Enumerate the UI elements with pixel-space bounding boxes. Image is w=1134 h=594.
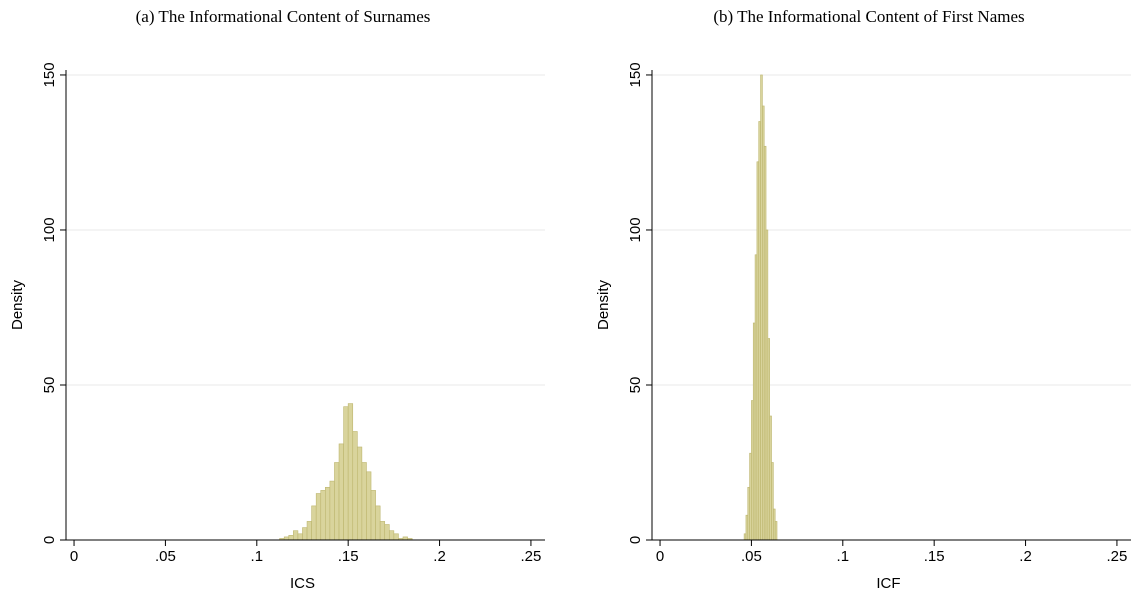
histogram-bar (329, 480, 335, 541)
histogram-bar (288, 535, 294, 541)
histogram-bar (388, 530, 395, 541)
y-tick-label: 100 (627, 217, 644, 242)
histogram-bar (302, 527, 308, 541)
histogram-bar (306, 521, 312, 541)
histogram-bar (379, 521, 386, 541)
x-tick-label: .2 (433, 548, 446, 565)
chart-title: (a) The Informational Content of Surname… (136, 7, 431, 26)
histogram-bar (774, 521, 778, 541)
x-tick-label: .25 (1106, 548, 1127, 565)
histogram-bar (366, 471, 372, 541)
x-tick-label: .2 (1019, 548, 1032, 565)
y-tick-label: 0 (627, 536, 644, 544)
y-tick-label: 50 (41, 377, 58, 394)
histogram-bar (352, 431, 358, 541)
x-tick-label: 0 (70, 548, 78, 565)
x-tick-label: .25 (520, 548, 541, 565)
histogram-bar (338, 443, 344, 541)
histogram-bar (297, 533, 303, 541)
y-tick-label: 150 (41, 62, 58, 87)
histogram-bar (375, 505, 381, 541)
histogram-bar (357, 446, 363, 541)
histogram-bar (334, 462, 340, 541)
y-tick-label: 100 (41, 217, 58, 242)
x-tick-label: .1 (251, 548, 264, 565)
y-tick-label: 0 (41, 536, 58, 544)
x-tick-label: .15 (338, 548, 359, 565)
histogram-bar (325, 486, 331, 541)
y-tick-label: 150 (627, 62, 644, 87)
histogram-bar (370, 490, 376, 541)
histogram-bar (320, 490, 326, 541)
x-axis-label: ICS (290, 575, 315, 592)
histogram-bar (384, 524, 390, 541)
histogram-bar (347, 403, 354, 541)
chart-title: (b) The Informational Content of First N… (713, 7, 1024, 26)
histogram-bar (315, 493, 322, 541)
histogram-bar (361, 462, 367, 541)
x-tick-label: .1 (837, 548, 850, 565)
y-axis-label: Density (595, 279, 612, 330)
histogram-bar (343, 406, 349, 541)
x-tick-label: 0 (656, 548, 664, 565)
x-tick-label: .05 (741, 548, 762, 565)
x-axis-label: ICF (876, 575, 900, 592)
y-tick-label: 50 (627, 377, 644, 394)
histogram-bar (393, 533, 399, 541)
x-tick-label: .15 (924, 548, 945, 565)
histogram-bar (311, 505, 317, 541)
histogram-bar (293, 530, 299, 541)
x-tick-label: .05 (155, 548, 176, 565)
y-axis-label: Density (9, 279, 26, 330)
